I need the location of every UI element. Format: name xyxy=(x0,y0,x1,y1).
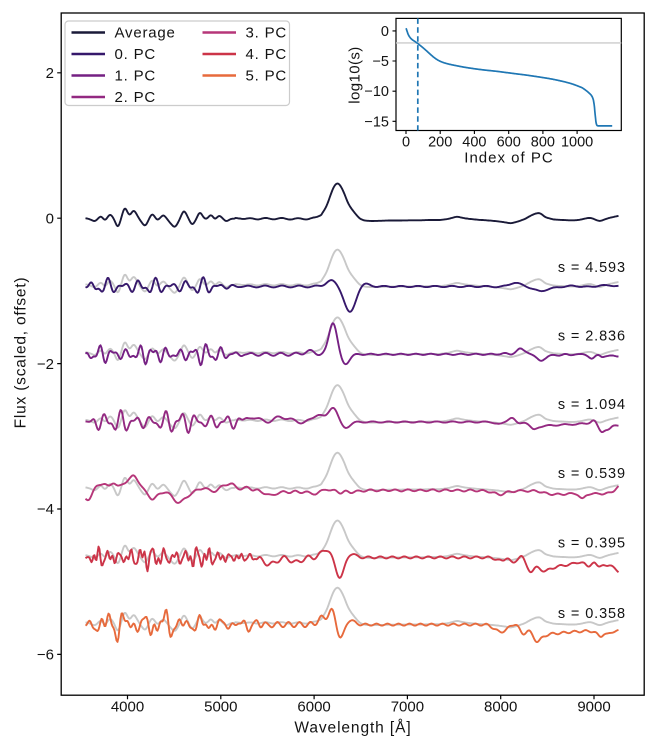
svg-text:7000: 7000 xyxy=(391,699,424,716)
svg-text:s = 0.395: s = 0.395 xyxy=(558,536,626,552)
svg-text:5000: 5000 xyxy=(204,699,237,716)
svg-text:−15: −15 xyxy=(364,114,389,130)
svg-text:4. PC: 4. PC xyxy=(246,46,288,63)
svg-text:9000: 9000 xyxy=(577,699,610,716)
svg-text:−10: −10 xyxy=(364,84,389,100)
svg-text:s = 0.358: s = 0.358 xyxy=(558,606,626,622)
svg-text:800: 800 xyxy=(531,135,555,151)
svg-text:Index of PC: Index of PC xyxy=(464,150,553,167)
svg-text:−5: −5 xyxy=(372,54,389,70)
svg-text:6000: 6000 xyxy=(297,699,330,716)
svg-text:4000: 4000 xyxy=(111,699,144,716)
svg-text:0: 0 xyxy=(402,135,410,151)
svg-text:Flux (scaled, offset): Flux (scaled, offset) xyxy=(13,277,30,429)
svg-text:−6: −6 xyxy=(37,647,54,664)
svg-text:−2: −2 xyxy=(37,356,54,373)
svg-text:−4: −4 xyxy=(37,501,54,518)
svg-text:2: 2 xyxy=(46,65,54,82)
svg-text:3. PC: 3. PC xyxy=(246,25,288,42)
svg-text:s = 2.836: s = 2.836 xyxy=(558,329,626,345)
svg-text:Wavelength [Å]: Wavelength [Å] xyxy=(294,720,411,737)
svg-text:0: 0 xyxy=(381,24,389,40)
svg-text:0. PC: 0. PC xyxy=(115,46,157,63)
svg-text:2. PC: 2. PC xyxy=(115,89,157,106)
svg-text:1. PC: 1. PC xyxy=(115,68,157,85)
svg-text:400: 400 xyxy=(462,135,486,151)
svg-text:s = 1.094: s = 1.094 xyxy=(558,397,626,413)
svg-text:log10(s): log10(s) xyxy=(347,46,364,103)
svg-text:1000: 1000 xyxy=(561,135,593,151)
svg-text:5. PC: 5. PC xyxy=(246,68,288,85)
svg-text:8000: 8000 xyxy=(484,699,517,716)
svg-text:Average: Average xyxy=(115,25,176,42)
svg-text:0: 0 xyxy=(46,210,54,227)
svg-text:200: 200 xyxy=(428,135,452,151)
svg-text:600: 600 xyxy=(497,135,521,151)
svg-text:s = 0.539: s = 0.539 xyxy=(558,466,626,482)
svg-text:s = 4.593: s = 4.593 xyxy=(558,260,626,276)
